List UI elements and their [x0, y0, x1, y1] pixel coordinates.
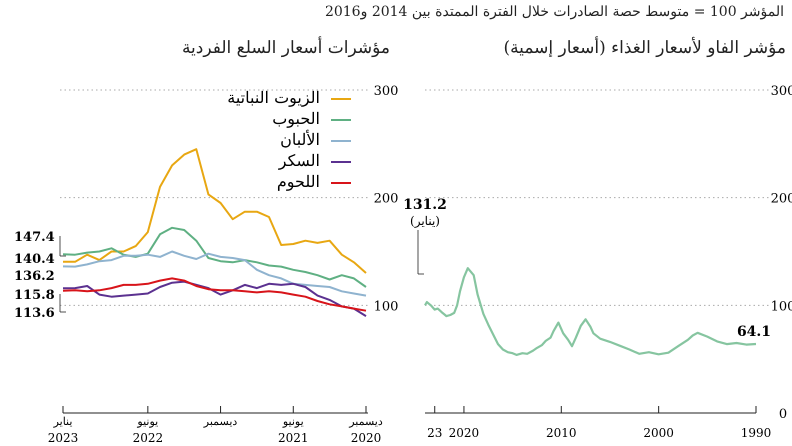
fao-y-tick-label: 0: [779, 407, 787, 422]
fao-x-tick-label: 2010: [546, 426, 577, 440]
fao-y-tick-label: 200: [771, 192, 792, 207]
commodities-x-tick-year: 2020: [351, 431, 382, 445]
fao-x-tick-label: 1990: [741, 426, 772, 440]
fao-peak-value-label: 131.2: [403, 197, 447, 213]
commodities-y-tick-label: 300: [374, 84, 399, 99]
panel-title-fao: مؤشر الفاو لأسعار الغذاء (أسعار إسمية): [503, 38, 786, 58]
fao-index-line: [424, 267, 757, 356]
fao-index-panel: 0 100 200 300 1990 2000 2010 2020 23 131.2(يناير)…: [403, 84, 792, 440]
panel-title-commodities: مؤشرات أسعار السلع الفردية: [181, 38, 390, 58]
fao-y-tick-label: 100: [771, 299, 792, 314]
fao-x-tick-label: 2020: [449, 426, 480, 440]
commodity-value-label: 113.6: [14, 306, 55, 321]
legend-label-cereals: الحبوب: [272, 109, 320, 128]
fao-x-tick-label: 2000: [643, 426, 674, 440]
chart-subtitle: المؤشر 100 = متوسط حصة الصادرات خلال الف…: [324, 4, 784, 20]
commodities-x-tick-month: يناير: [53, 415, 73, 428]
series-line-sugar: [62, 280, 367, 317]
commodities-x-tick-month: ديسمبر: [203, 415, 238, 428]
series-line-vegetable_oils: [63, 148, 367, 274]
series-line-dairy: [62, 250, 367, 297]
commodities-x-tick-month: يونيو: [282, 415, 304, 428]
series-line-meat: [62, 277, 367, 312]
commodities-x-tick-month: ديسمبر: [348, 415, 383, 428]
commodity-value-label: 136.2: [14, 269, 55, 284]
commodities-x-tick-month: يونيو: [136, 415, 158, 428]
legend-label-sugar: السكر: [278, 151, 320, 170]
series-line-cereals: [62, 226, 367, 288]
commodities-x-tick-year: 2021: [278, 431, 309, 445]
commodities-x-tick-year: 2023: [48, 431, 79, 445]
commodities-y-tick-label: 200: [374, 192, 399, 207]
legend-label-dairy: الألبان: [280, 130, 320, 149]
legend-label-vegetable_oils: الزيوت النباتية: [227, 88, 320, 107]
commodities-x-tick-year: 2022: [133, 431, 164, 445]
commodity-value-label: 147.4: [14, 230, 55, 245]
commodities-panel: 100 200 300 ديسمبر 2020 يونيو 2021 ديسمبر يونيو 2…: [14, 84, 398, 445]
fao-peak-month-label: (يناير): [410, 214, 440, 228]
fao-x-tick-label: 23: [427, 426, 442, 440]
legend-label-meat: اللحوم: [277, 172, 320, 191]
commodity-value-label: 140.4: [14, 252, 55, 267]
fao-end-value-label: 64.1: [737, 324, 771, 340]
commodity-value-label: 115.8: [14, 288, 55, 303]
fao-y-tick-label: 300: [771, 84, 792, 99]
commodities-y-tick-label: 100: [374, 299, 399, 314]
